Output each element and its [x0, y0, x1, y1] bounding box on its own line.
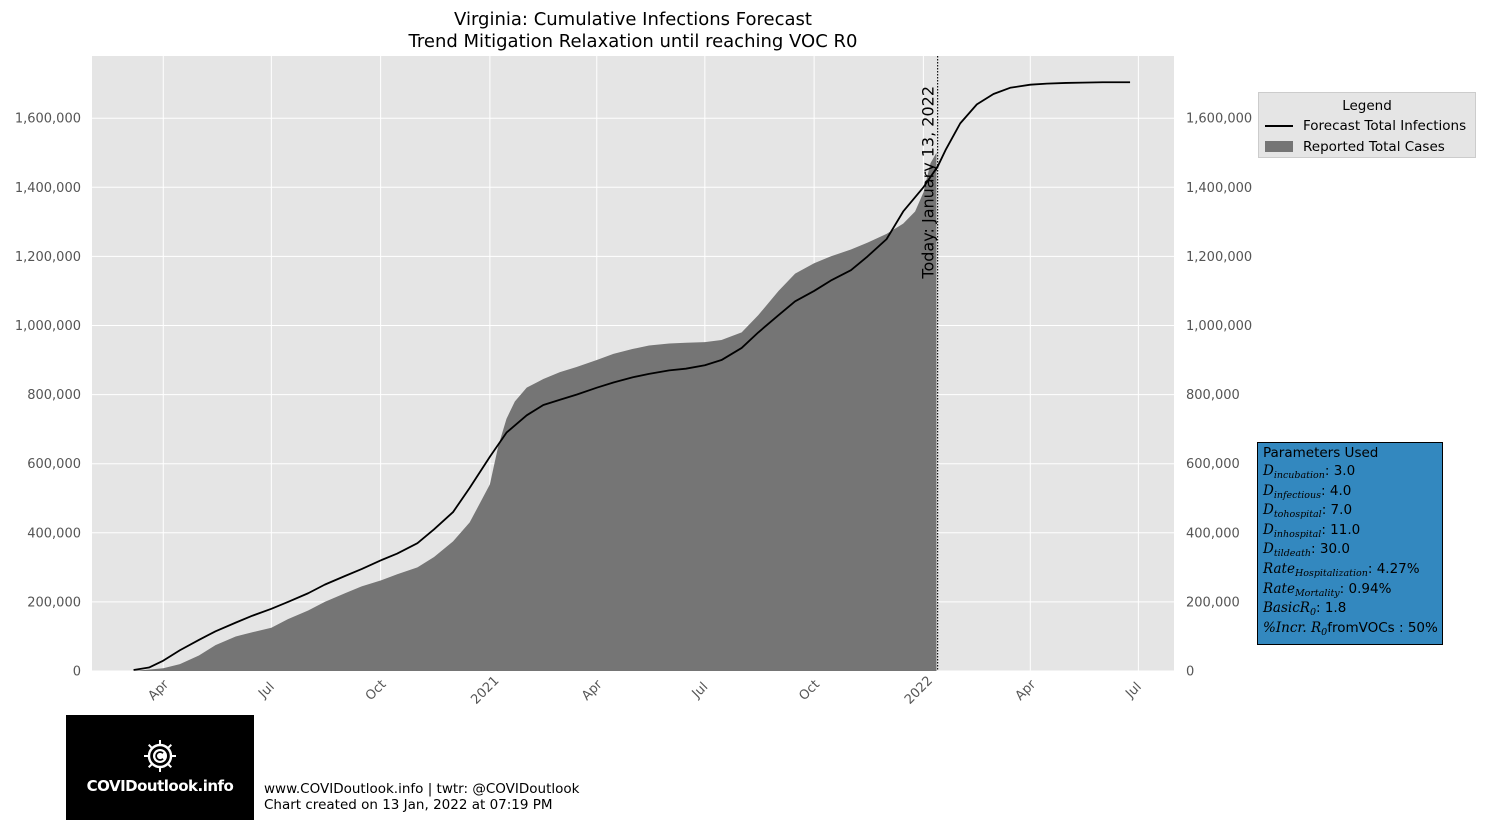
parameter-row: BasicR0: 1.8 [1263, 599, 1442, 619]
parameter-value: : 1.8 [1316, 600, 1347, 617]
y-tick-label-left: 1,600,000 [15, 112, 81, 127]
chart-title: Virginia: Cumulative Infections Forecast [454, 9, 812, 30]
footer-links: www.COVIDoutlook.info | twtr: @COVIDoutl… [264, 781, 580, 797]
parameter-symbol: D [1263, 541, 1274, 558]
parameter-row: Dinfectious: 4.0 [1263, 482, 1442, 502]
y-tick-label-right: 1,000,000 [1186, 319, 1252, 334]
legend-label-reported: Reported Total Cases [1303, 138, 1445, 155]
parameter-value: : 4.27% [1367, 560, 1420, 577]
parameter-subscript: tohospital [1273, 509, 1322, 521]
today-marker-layer: Today: January 13, 2022 [919, 56, 939, 671]
parameter-symbol: Rate [1263, 580, 1295, 597]
parameter-value: : 7.0 [1321, 502, 1353, 519]
y-tick-label-left: 800,000 [27, 388, 81, 403]
parameter-row: RateHospitalization: 4.27% [1263, 560, 1442, 580]
parameter-row: Dtohospital: 7.0 [1263, 501, 1442, 521]
parameter-value: : 11.0 [1321, 521, 1361, 538]
y-tick-label-right: 0 [1186, 665, 1194, 680]
legend-line-swatch [1265, 124, 1293, 127]
parameter-subscript: 0 [1309, 607, 1316, 619]
forecast-line-layer [133, 81, 1131, 671]
parameter-subscript: tildeath [1273, 548, 1312, 560]
y-tick-label-right: 1,400,000 [1186, 181, 1252, 196]
x-tick-label: Apr [1013, 677, 1040, 704]
legend-item-forecast: Forecast Total Infections [1259, 115, 1475, 136]
reported-cases-area-layer [133, 152, 937, 671]
x-tick-label: Jul [1122, 680, 1144, 702]
y-tick-label-right: 200,000 [1186, 595, 1240, 610]
y-tick-label-left: 1,400,000 [15, 181, 81, 196]
legend-label-forecast: Forecast Total Infections [1303, 117, 1467, 134]
parameters-box: Parameters Used Dincubation: 3.0 Dinfecti… [1257, 442, 1443, 645]
y-tick-label-left: 200,000 [27, 595, 81, 610]
parameter-value: : 0.94% [1339, 580, 1392, 597]
x-tick-label: Oct [796, 677, 823, 704]
x-tick-label: Jul [255, 680, 277, 702]
parameter-subscript: inhospital [1273, 528, 1322, 540]
parameter-row: %Incr. R0fromVOCs : 50% [1263, 619, 1442, 639]
x-tick-label: Apr [579, 677, 606, 704]
parameter-value: fromVOCs : 50% [1327, 619, 1438, 636]
legend: Legend Forecast Total Infections Reporte… [1258, 92, 1476, 158]
parameter-value: : 30.0 [1311, 541, 1350, 558]
parameter-symbol: D [1263, 463, 1274, 479]
parameters-list: Dincubation: 3.0 Dinfectious: 4.0 Dtohospi… [1263, 462, 1442, 638]
parameter-value: : 4.0 [1321, 482, 1352, 499]
y-tick-label-right: 400,000 [1186, 526, 1240, 541]
parameter-symbol: D [1263, 502, 1274, 519]
y-tick-label-right: 1,600,000 [1186, 112, 1252, 127]
y-tick-label-left: 600,000 [27, 457, 81, 472]
parameter-row: Dincubation: 3.0 [1263, 462, 1442, 482]
parameters-title: Parameters Used [1263, 445, 1379, 461]
y-tick-label-left: 400,000 [27, 526, 81, 541]
x-tick-label: Oct [363, 677, 390, 704]
x-tick-label: Jul [689, 680, 711, 702]
parameter-row: RateMortality: 0.94% [1263, 580, 1442, 600]
today-marker-label: Today: January 13, 2022 [919, 86, 938, 280]
parameter-symbol: Rate [1263, 560, 1295, 577]
parameter-symbol: %Incr. R [1263, 619, 1322, 636]
y-tick-label-right: 800,000 [1186, 388, 1240, 403]
parameter-subscript: Hospitalization [1294, 567, 1368, 579]
reported-cases-area [133, 152, 937, 671]
y-tick-label-right: 600,000 [1186, 457, 1240, 472]
parameter-symbol: D [1263, 521, 1274, 538]
y-tick-label-left: 1,000,000 [15, 319, 81, 334]
parameter-subscript: 0 [1321, 626, 1328, 638]
parameter-value: : 3.0 [1324, 463, 1356, 479]
parameter-symbol: BasicR [1263, 600, 1310, 617]
logo-text: COVIDoutlook.info [86, 777, 234, 795]
x-tick-label: 2021 [468, 674, 502, 708]
chart-subtitle: Trend Mitigation Relaxation until reachi… [408, 31, 858, 52]
footer: www.COVIDoutlook.info | twtr: @COVIDoutl… [264, 781, 579, 813]
y-tick-label-left: 1,200,000 [15, 250, 81, 265]
footer-created: Chart created on 13 Jan, 2022 at 07:19 P… [264, 797, 553, 813]
parameter-symbol: D [1263, 482, 1274, 499]
parameter-subscript: incubation [1273, 470, 1325, 481]
x-tick-label: Apr [146, 677, 173, 704]
parameter-subscript: infectious [1273, 489, 1322, 501]
parameter-row: Dtildeath: 30.0 [1263, 540, 1442, 560]
forecast-line [133, 81, 1131, 671]
x-tick-label: 2022 [902, 674, 936, 708]
legend-title: Legend [1342, 98, 1392, 114]
legend-item-reported: Reported Total Cases [1259, 136, 1475, 157]
legend-patch-swatch [1265, 141, 1293, 152]
parameter-row: Dinhospital: 11.0 [1263, 521, 1442, 541]
virus-logo-icon [144, 740, 176, 772]
y-tick-label-left: 0 [73, 665, 81, 680]
logo: COVIDoutlook.info [66, 715, 254, 820]
y-tick-label-right: 1,200,000 [1186, 250, 1252, 265]
parameter-subscript: Mortality [1294, 587, 1340, 599]
